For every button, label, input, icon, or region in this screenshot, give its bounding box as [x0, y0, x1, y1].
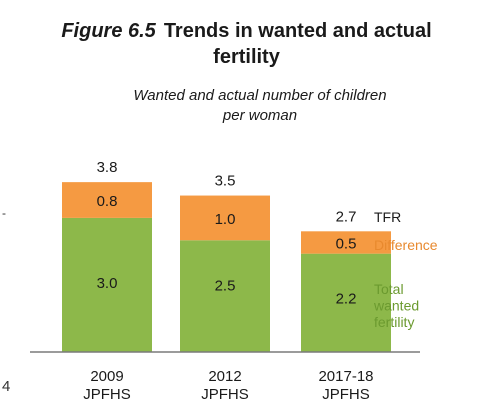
chart-subtitle: Wanted and actual number of children per… [60, 86, 460, 126]
figure-number: Figure 6.5 [61, 20, 156, 42]
x-tick-label-2-line2: JPFHS [322, 386, 370, 403]
label-wanted-0: 3.0 [97, 275, 118, 292]
chart-subtitle-line2: per woman [222, 107, 298, 124]
bar-wanted-0 [62, 217, 152, 352]
bar-wanted-2 [301, 253, 391, 352]
legend-tfr: TFR [374, 209, 401, 225]
bar-difference-1 [180, 195, 270, 241]
x-tick-label-0-line1: 2009 [90, 368, 123, 385]
legend-total-wanted-line2: wanted [373, 298, 419, 314]
label-difference-1: 1.0 [215, 211, 236, 228]
x-tick-label-2-line1: 2017-18 [318, 368, 373, 385]
label-tfr-2: 2.7 [336, 208, 357, 225]
label-wanted-2: 2.2 [336, 291, 357, 308]
legend-total-wanted-line1: Total [374, 281, 404, 297]
figure-title-line2: fertility [213, 46, 280, 68]
label-difference-2: 0.5 [336, 235, 357, 252]
bar-wanted-1 [180, 240, 270, 352]
legend-difference: Difference [374, 237, 438, 253]
x-tick-label-1-line2: JPFHS [201, 386, 249, 403]
bar-difference-0 [62, 182, 152, 218]
label-difference-0: 0.8 [97, 193, 118, 210]
edge-mark-upper: - [2, 206, 6, 220]
label-wanted-1: 2.5 [215, 277, 236, 294]
bar-difference-2 [301, 231, 391, 254]
figure-title: Figure 6.5 Trends in wanted and actual fe… [0, 18, 493, 70]
label-tfr-0: 3.8 [97, 159, 118, 176]
legend-total-wanted-line3: fertility [374, 314, 414, 330]
label-tfr-1: 3.5 [215, 173, 236, 190]
chart-title: Wanted and actual number of children [133, 87, 387, 104]
x-tick-label-1-line1: 2012 [208, 368, 241, 385]
figure-title-line1: Trends in wanted and actual [163, 20, 432, 42]
edge-mark-lower: 4 [2, 378, 11, 395]
x-tick-label-0-line2: JPFHS [83, 386, 131, 403]
